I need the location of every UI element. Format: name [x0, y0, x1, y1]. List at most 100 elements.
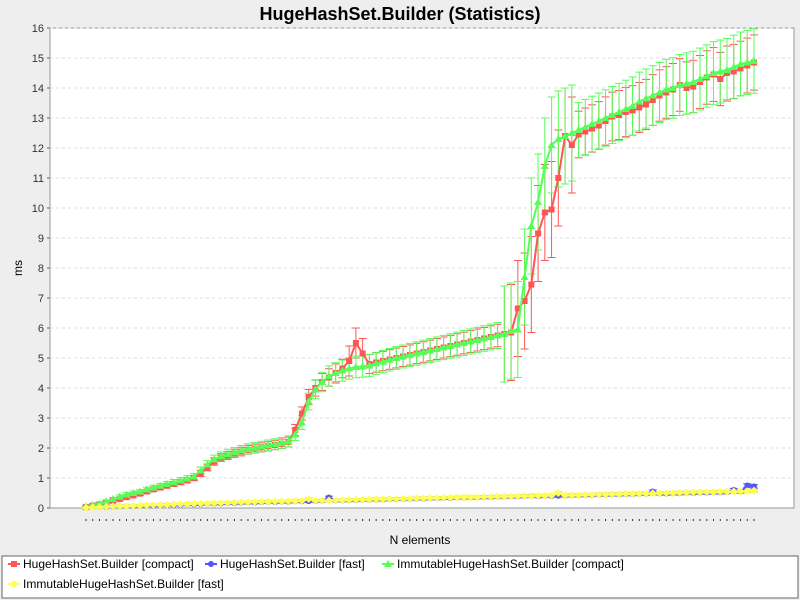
- y-tick-label: 0: [38, 503, 44, 515]
- data-point: [493, 331, 502, 339]
- legend-label: HugeHashSet.Builder [fast]: [220, 557, 365, 571]
- data-point: [149, 483, 158, 491]
- data-point: [629, 107, 636, 114]
- data-point: [453, 493, 462, 502]
- data-point: [399, 352, 408, 360]
- data-point: [500, 492, 509, 501]
- data-point: [223, 498, 232, 507]
- data-point: [88, 503, 97, 512]
- data-point: [696, 488, 705, 497]
- y-tick-label: 15: [32, 53, 44, 65]
- y-tick-label: 8: [38, 263, 44, 275]
- data-point: [324, 372, 333, 379]
- data-point: [351, 363, 360, 370]
- data-point: [250, 498, 259, 506]
- data-point: [162, 500, 171, 509]
- data-point: [675, 81, 684, 88]
- legend-label: ImmutableHugeHashSet.Builder [compact]: [397, 557, 624, 571]
- data-point: [318, 496, 327, 505]
- data-point: [514, 305, 521, 312]
- data-point: [716, 67, 725, 75]
- data-point: [716, 487, 725, 496]
- data-point: [359, 350, 366, 357]
- y-tick-label: 1: [38, 473, 44, 485]
- data-point: [385, 355, 394, 363]
- data-point: [702, 72, 711, 79]
- y-tick-label: 5: [38, 353, 44, 365]
- data-point: [216, 452, 225, 460]
- data-point: [743, 487, 752, 496]
- data-point: [345, 364, 354, 372]
- data-point: [108, 495, 117, 502]
- y-tick-label: 14: [32, 83, 44, 95]
- data-point: [702, 488, 711, 497]
- data-point: [480, 334, 489, 342]
- data-point: [743, 58, 752, 66]
- data-point: [95, 499, 104, 507]
- y-tick-label: 13: [32, 113, 44, 125]
- data-point: [709, 488, 718, 497]
- data-point: [466, 337, 475, 345]
- data-point: [419, 348, 428, 355]
- data-point: [744, 482, 751, 489]
- data-point: [122, 502, 131, 511]
- data-point: [162, 480, 171, 487]
- data-point: [426, 494, 435, 503]
- data-point: [682, 488, 691, 497]
- data-point: [581, 490, 590, 499]
- data-point: [311, 385, 320, 393]
- data-point: [196, 466, 205, 474]
- data-point: [513, 325, 522, 333]
- data-point: [203, 460, 212, 468]
- data-point: [574, 126, 583, 133]
- data-point: [250, 443, 259, 451]
- data-point: [378, 495, 387, 504]
- data-point: [520, 492, 529, 500]
- data-point: [102, 502, 111, 511]
- data-point: [270, 440, 279, 448]
- data-point: [432, 494, 441, 503]
- data-point: [405, 351, 414, 358]
- data-point: [352, 340, 359, 346]
- data-point: [345, 495, 354, 504]
- data-point: [669, 84, 678, 91]
- data-point: [628, 489, 637, 498]
- data-point: [480, 492, 489, 501]
- data-point: [284, 437, 293, 445]
- data-point: [696, 75, 705, 82]
- data-point: [473, 493, 482, 502]
- data-point: [574, 491, 583, 500]
- data-point: [534, 491, 543, 500]
- x-axis-ticks: [85, 519, 755, 521]
- data-point: [541, 209, 548, 216]
- data-point: [655, 489, 664, 498]
- data-point: [426, 346, 435, 354]
- data-point: [669, 489, 678, 497]
- data-point: [237, 498, 246, 507]
- data-point: [169, 500, 178, 509]
- data-point: [277, 438, 286, 446]
- data-point: [601, 490, 610, 499]
- data-point: [643, 101, 650, 108]
- data-point: [520, 273, 529, 280]
- data-point: [535, 230, 542, 237]
- data-point: [324, 496, 333, 505]
- data-point: [561, 132, 570, 139]
- data-point: [648, 489, 657, 498]
- series-group: [82, 57, 758, 512]
- data-point: [412, 349, 421, 357]
- y-tick-label: 4: [38, 383, 44, 395]
- data-point: [399, 494, 408, 503]
- data-point: [548, 206, 555, 213]
- data-point: [135, 487, 144, 495]
- data-point: [176, 476, 185, 484]
- data-point: [534, 198, 543, 205]
- x-axis-label: N elements: [390, 533, 451, 547]
- data-point: [446, 342, 455, 349]
- data-point: [751, 483, 757, 490]
- data-point: [372, 359, 381, 367]
- data-point: [216, 498, 225, 507]
- data-point: [683, 85, 690, 91]
